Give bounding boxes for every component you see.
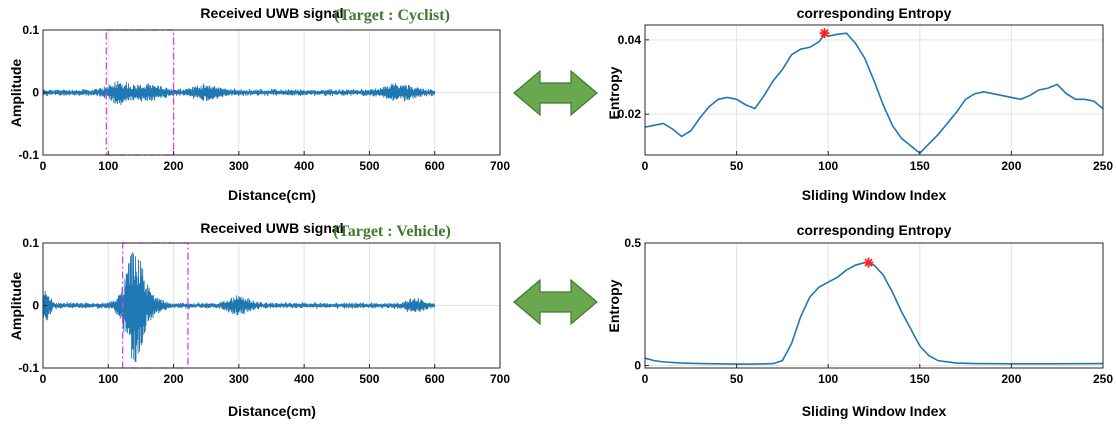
cyclist-signal-xlabel: Distance(cm) <box>228 187 316 203</box>
vehicle-signal-ylabel: Amplitude <box>8 272 24 341</box>
vehicle-target-label: (Target : Vehicle) <box>333 223 451 240</box>
x-tick-label: 100 <box>98 372 118 386</box>
axes-frame <box>644 242 1104 369</box>
x-tick-label: 300 <box>229 159 249 173</box>
plot-area <box>645 25 1103 155</box>
x-tick-label: 200 <box>164 159 184 173</box>
x-tick-label: 200 <box>1001 159 1021 173</box>
y-tick-label: -0.1 <box>18 148 39 162</box>
cyclist-signal-title: Received UWB signal <box>200 5 343 21</box>
cyclist-signal-ylabel: Amplitude <box>8 59 24 128</box>
x-tick-label: 400 <box>294 159 314 173</box>
x-tick-label: 200 <box>1001 372 1021 386</box>
x-tick-label: 0 <box>40 159 47 173</box>
y-tick-label: 0.1 <box>22 23 39 37</box>
cyclist-signal-plot: Received UWB signal (Target : Cyclist) D… <box>8 5 510 203</box>
plot-area <box>645 243 1103 368</box>
x-tick-label: 600 <box>425 372 445 386</box>
vehicle-entropy-ylabel: Entropy <box>606 279 622 332</box>
x-tick-label: 150 <box>910 372 930 386</box>
y-tick-label: 0 <box>32 86 39 100</box>
vehicle-signal-plot: Received UWB signal (Target : Vehicle) D… <box>8 220 510 419</box>
series-line <box>42 80 436 106</box>
peak-marker <box>819 28 830 39</box>
series-line <box>644 32 1104 155</box>
cyclist-entropy-ylabel: Entropy <box>606 66 622 119</box>
x-tick-label: 100 <box>818 159 838 173</box>
axes-frame <box>644 24 1104 156</box>
y-tick-label: 0.1 <box>22 236 39 250</box>
vehicle-entropy-title: corresponding Entropy <box>797 222 952 238</box>
x-tick-label: 50 <box>730 372 744 386</box>
y-tick-label: 0.5 <box>624 236 641 250</box>
cyclist-entropy-plot: corresponding Entropy Sliding Window Ind… <box>606 5 1113 203</box>
x-tick-label: 200 <box>164 372 184 386</box>
cyclist-entropy-title: corresponding Entropy <box>797 5 952 21</box>
series-line <box>644 261 1104 365</box>
x-tick-label: 150 <box>910 159 930 173</box>
vehicle-signal-xlabel: Distance(cm) <box>228 403 316 419</box>
x-tick-label: 50 <box>730 159 744 173</box>
x-tick-label: 0 <box>642 372 649 386</box>
x-tick-label: 250 <box>1093 159 1113 173</box>
x-tick-label: 250 <box>1093 372 1113 386</box>
vehicle-correspondence-arrow <box>513 278 598 326</box>
x-tick-label: 0 <box>642 159 649 173</box>
series-line <box>42 252 436 363</box>
x-tick-label: 400 <box>294 372 314 386</box>
cyclist-correspondence-arrow <box>513 69 598 117</box>
cyclist-entropy-xlabel: Sliding Window Index <box>802 187 947 203</box>
x-tick-label: 700 <box>490 372 510 386</box>
x-tick-label: 600 <box>425 159 445 173</box>
y-tick-label: 0.04 <box>618 33 642 47</box>
x-tick-label: 700 <box>490 159 510 173</box>
x-tick-label: 300 <box>229 372 249 386</box>
x-tick-label: 500 <box>359 372 379 386</box>
y-tick-label: 0 <box>32 299 39 313</box>
y-tick-label: 0 <box>634 359 641 373</box>
y-tick-label: -0.1 <box>18 361 39 375</box>
x-tick-label: 0 <box>40 372 47 386</box>
vehicle-entropy-xlabel: Sliding Window Index <box>802 403 947 419</box>
x-tick-label: 100 <box>98 159 118 173</box>
x-tick-label: 100 <box>818 372 838 386</box>
vehicle-entropy-plot: corresponding Entropy Sliding Window Ind… <box>606 222 1113 419</box>
vehicle-signal-title: Received UWB signal <box>200 220 343 236</box>
peak-marker <box>863 257 874 268</box>
cyclist-target-label: (Target : Cyclist) <box>334 7 450 24</box>
y-tick-label: 0.02 <box>618 107 642 121</box>
x-tick-label: 500 <box>359 159 379 173</box>
